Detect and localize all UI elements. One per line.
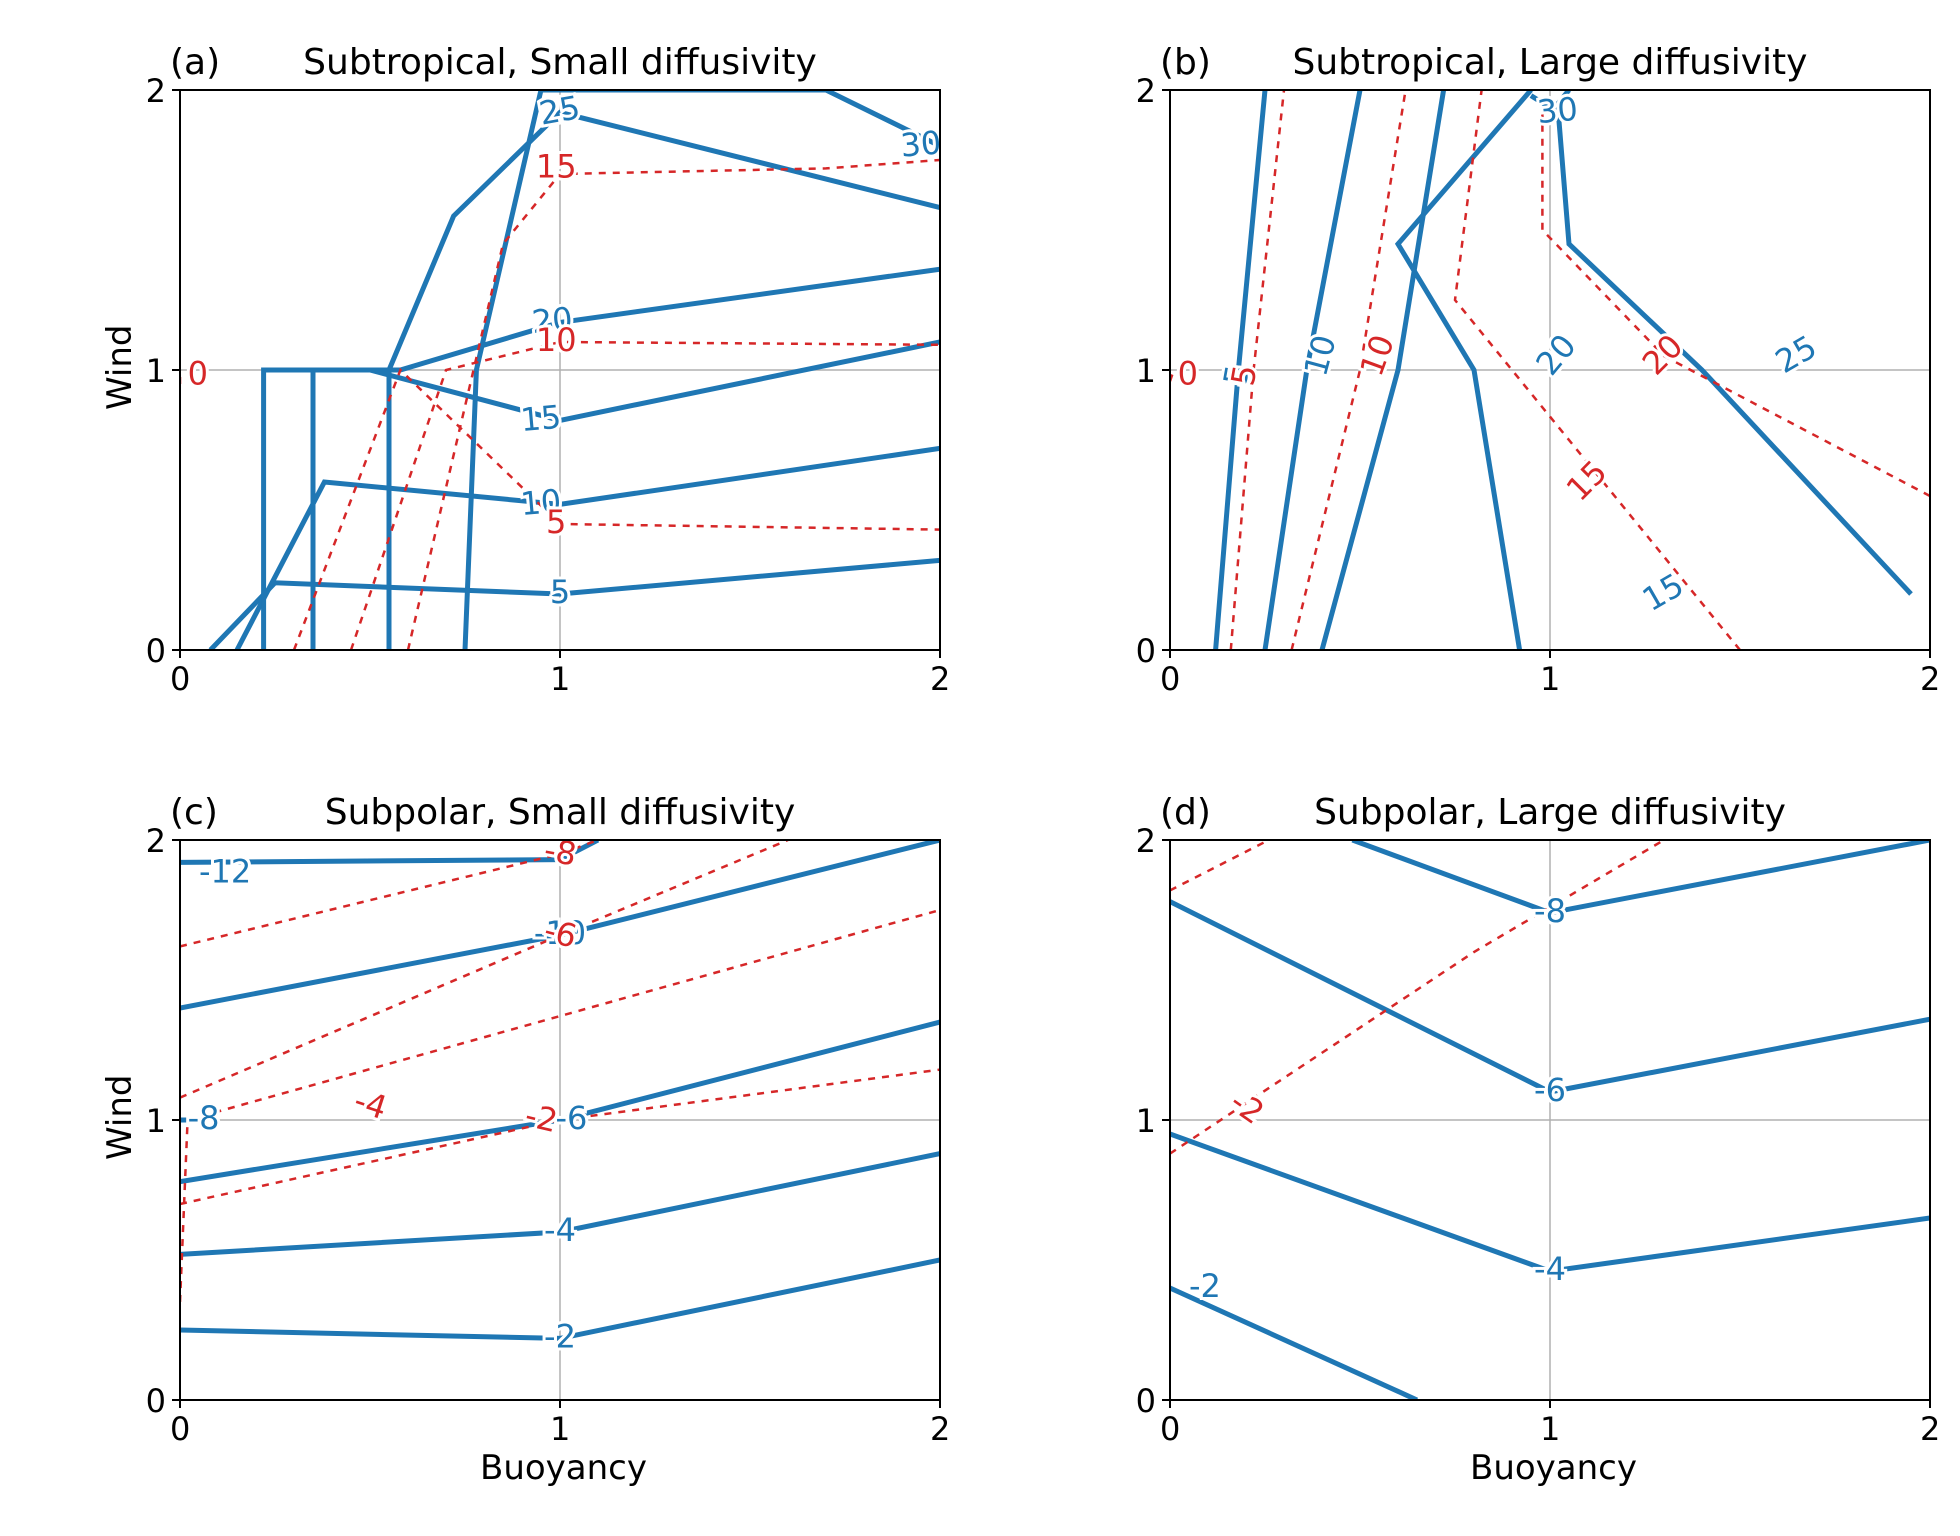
contour-label: 0: [188, 355, 208, 393]
contour-label: 15: [1636, 566, 1690, 619]
plot-area: 51015202530051015: [180, 90, 940, 650]
contour-line: [180, 840, 788, 1098]
contour-label: 25: [1769, 328, 1823, 381]
panel-letter: (d): [1160, 792, 1211, 833]
ytick-label: 2: [1116, 72, 1156, 110]
ytick-label: 1: [1116, 352, 1156, 390]
contour-label: -2: [544, 1317, 576, 1355]
xtick-label: 1: [550, 1410, 570, 1448]
panel-letter: (a): [170, 42, 220, 83]
figure: 51015202530051015012012Subtropical, Smal…: [0, 0, 1960, 1536]
ytick-label: 0: [126, 1382, 166, 1420]
xtick-label: 2: [1920, 660, 1940, 698]
panel-d: -2-4-6-8-2012012Subpolar, Large diffusiv…: [1170, 840, 1930, 1400]
panel-letter: (b): [1160, 42, 1211, 83]
ytick-label: 2: [126, 72, 166, 110]
contour-label: 30: [899, 123, 943, 164]
xtick-label: 0: [1160, 1410, 1180, 1448]
contour-label: 25: [536, 88, 583, 132]
xtick-label: 2: [930, 660, 950, 698]
xtick-label: 0: [170, 1410, 190, 1448]
contour-line: [237, 448, 940, 650]
xtick-label: 1: [550, 660, 570, 698]
contour-label: 10: [536, 321, 577, 359]
panel-letter: (c): [170, 792, 218, 833]
panel-title: Subtropical, Large diffusivity: [1170, 42, 1930, 83]
contour-line: [1542, 90, 1930, 496]
contour-label: 0: [1178, 355, 1198, 393]
contour-label: -8: [188, 1099, 220, 1137]
contour-label: -2: [1189, 1267, 1221, 1305]
xtick-label: 2: [930, 1410, 950, 1448]
ytick-label: 0: [1116, 1382, 1156, 1420]
ytick-label: 0: [126, 632, 166, 670]
panel-title: Subpolar, Large diffusivity: [1170, 792, 1930, 833]
contour-labels: -2-4-6-8-2: [1189, 892, 1566, 1305]
contour-line: [210, 560, 940, 650]
panel-title: Subpolar, Small diffusivity: [180, 792, 940, 833]
xtick-label: 2: [1920, 1410, 1940, 1448]
panel-c: -2-4-6-8-10-12-2-4-6-8012012Subpolar, Sm…: [180, 840, 940, 1400]
xtick-label: 1: [1540, 660, 1560, 698]
plot-area: -2-4-6-8-2: [1170, 840, 1930, 1400]
ytick-label: 2: [126, 822, 166, 860]
contour-label: 20: [1528, 327, 1583, 383]
plot-area: 5101520253005101520: [1170, 90, 1930, 650]
contour-label: 15: [1559, 453, 1615, 509]
contour-line: [1558, 90, 1911, 594]
xtick-label: 0: [170, 660, 190, 698]
contour-label: 5: [550, 573, 570, 611]
ylabel: Wind: [100, 1075, 140, 1160]
contour-line: [1170, 840, 1269, 890]
ytick-label: 2: [1116, 822, 1156, 860]
contour-label: 10: [1296, 331, 1343, 380]
contour-label: 30: [1535, 90, 1579, 131]
contour-label: 15: [536, 147, 577, 185]
xtick-label: 1: [1540, 1410, 1560, 1448]
contour-label: 20: [1635, 327, 1691, 383]
contour-labels: -2-4-6-8-10-12-2-4-6-8: [188, 831, 588, 1356]
plot-area: -2-4-6-8-10-12-2-4-6-8: [180, 840, 940, 1400]
contour-label: -12: [199, 853, 251, 891]
xlabel: Buoyancy: [1470, 1448, 1637, 1488]
ylabel: Wind: [100, 325, 140, 410]
xtick-label: 0: [1160, 660, 1180, 698]
contour-line: [1352, 840, 1930, 913]
contour-line: [408, 160, 940, 650]
panel-a: 51015202530051015012012Subtropical, Smal…: [180, 90, 940, 650]
ytick-label: 0: [1116, 632, 1156, 670]
panel-b: 5101520253005101520012012Subtropical, La…: [1170, 90, 1930, 650]
contour-label: 15: [519, 398, 563, 439]
contour-label: -6: [1534, 1071, 1566, 1109]
contour-label: -8: [541, 831, 579, 874]
ytick-label: 1: [1116, 1102, 1156, 1140]
contour-label: 5: [546, 503, 566, 541]
panel-title: Subtropical, Small diffusivity: [180, 42, 940, 83]
xlabel: Buoyancy: [480, 1448, 647, 1488]
contour-label: -4: [1534, 1250, 1566, 1288]
contour-label: -4: [544, 1211, 576, 1249]
contour-label: -8: [1534, 892, 1566, 930]
